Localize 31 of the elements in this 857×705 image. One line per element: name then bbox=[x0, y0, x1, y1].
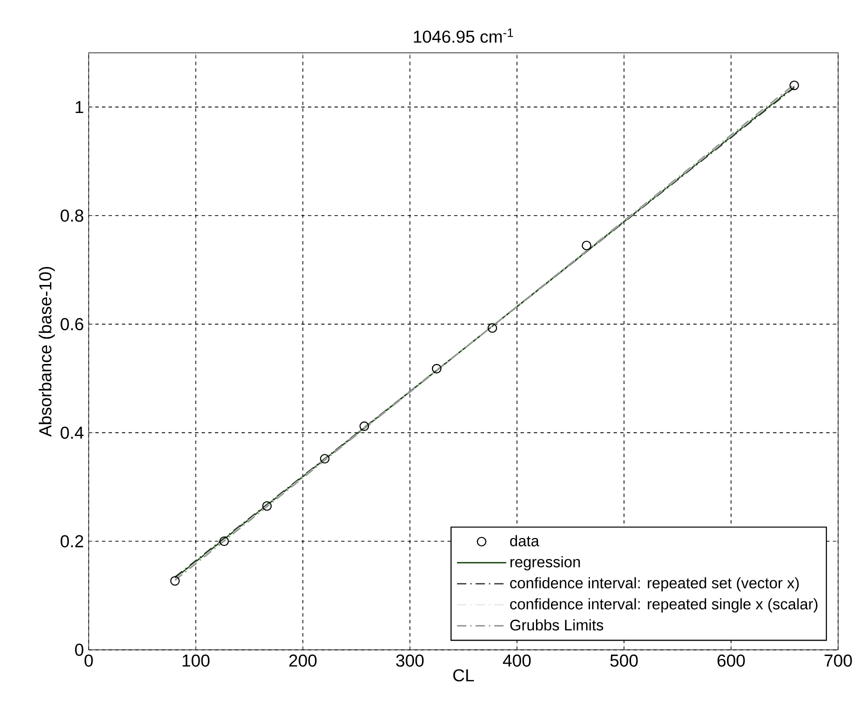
x-axis-title: CL bbox=[453, 669, 474, 682]
y-tick-label: 0.2 bbox=[60, 535, 84, 548]
y-tick-label: 0.6 bbox=[60, 318, 84, 330]
legend-label: confidence interval: repeated set (vector x) bbox=[510, 577, 799, 592]
x-tick-label: 700 bbox=[824, 654, 852, 667]
point bbox=[320, 454, 330, 464]
point bbox=[360, 422, 370, 432]
chart-title: 1046.95 cm$^{-1}$ bbox=[414, 28, 514, 43]
x-tick-label: 500 bbox=[610, 654, 638, 667]
y-tick-label: 0 bbox=[75, 644, 84, 656]
y-tick-label: 1 bbox=[76, 101, 84, 114]
point bbox=[262, 501, 272, 511]
y-tick-label: 0.8 bbox=[60, 210, 84, 222]
x-tick-label: 200 bbox=[289, 654, 317, 667]
point bbox=[789, 80, 800, 90]
legend-label: confidence interval: repeated single x (scalar) bbox=[510, 598, 818, 613]
y-axis-title: Absorbance (base-10) bbox=[38, 267, 55, 437]
legend-label: Grubbs Limits bbox=[510, 619, 604, 631]
point bbox=[219, 536, 229, 546]
legend-label: regression bbox=[510, 556, 580, 571]
point bbox=[432, 364, 442, 374]
point bbox=[582, 240, 592, 250]
legend-label: data bbox=[510, 535, 540, 547]
x-tick-label: 100 bbox=[182, 654, 210, 667]
x-tick-label: 0 bbox=[84, 654, 93, 667]
x-tick-label: 400 bbox=[502, 654, 531, 667]
x-tick-label: 600 bbox=[718, 654, 745, 667]
point bbox=[488, 323, 498, 333]
x-tick-label: 300 bbox=[396, 654, 424, 667]
point bbox=[170, 576, 180, 586]
y-tick-label: 0.4 bbox=[60, 426, 84, 440]
